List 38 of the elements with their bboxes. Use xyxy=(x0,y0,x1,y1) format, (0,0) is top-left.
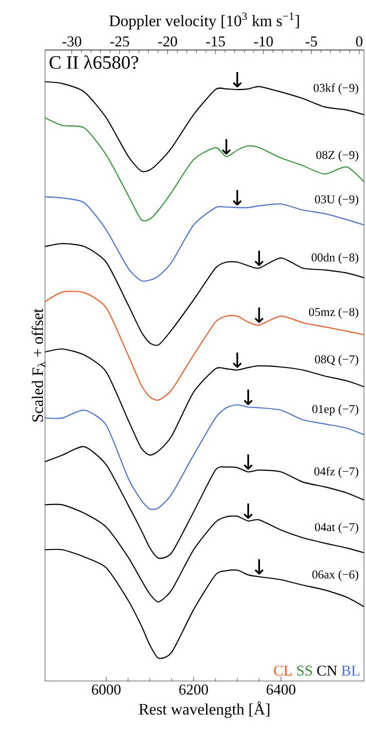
series-label: 08Q (−7) xyxy=(314,354,358,366)
series-label: 04at (−7) xyxy=(314,522,358,534)
annotation: ↓ xyxy=(232,352,242,368)
annotation: ↓ xyxy=(254,250,264,266)
annotation: SS xyxy=(297,666,312,676)
annotation: CL xyxy=(274,666,292,676)
x-tick-label: 6000 xyxy=(92,684,121,695)
series-label: 03kf (−9) xyxy=(314,83,358,94)
annotation: ↓ xyxy=(244,390,253,405)
x2-tick-label: -30 xyxy=(62,36,82,46)
annotation: ↓ xyxy=(254,308,264,323)
series-label: 05mz (−8) xyxy=(309,308,358,318)
x-axis-title: Rest wavelength [Å] xyxy=(138,701,270,718)
annotation: ↓ xyxy=(244,503,253,519)
chart-title: C II λ6580? xyxy=(50,55,138,69)
x2-tick-label: -20 xyxy=(158,36,178,46)
annotation: ↓ xyxy=(232,72,242,88)
series-label: 00dn (−8) xyxy=(312,253,358,264)
x-tick-label: 6200 xyxy=(179,684,208,695)
y-axis-title: Scaled F$_{λ}$ + offset xyxy=(32,308,46,422)
annotation: ↓ xyxy=(222,139,231,154)
x2-tick-label: 0 xyxy=(356,36,362,46)
annotation: CN xyxy=(317,666,338,676)
annotation: ↓ xyxy=(232,190,242,206)
x2-tick-label: -10 xyxy=(254,36,273,46)
series-label: 06ax (−6) xyxy=(312,570,358,581)
x2-tick-label: -5 xyxy=(306,36,317,46)
series-label: 03U (−9) xyxy=(314,194,358,206)
annotation: BL xyxy=(342,666,360,676)
x2-tick-label: -15 xyxy=(206,36,225,46)
x2-axis-title: Doppler velocity [10$^{3}$ km s$^{−1}$] xyxy=(109,12,299,30)
x2-tick-label: -25 xyxy=(110,36,130,46)
series-label: 04fz (−7) xyxy=(314,466,358,478)
x-tick-label: 6400 xyxy=(266,684,296,695)
series-label: 01ep (−7) xyxy=(312,404,358,416)
annotation: ↓ xyxy=(254,559,264,575)
series-label: 08Z (−9) xyxy=(316,150,358,162)
annotation: ↓ xyxy=(244,454,253,470)
